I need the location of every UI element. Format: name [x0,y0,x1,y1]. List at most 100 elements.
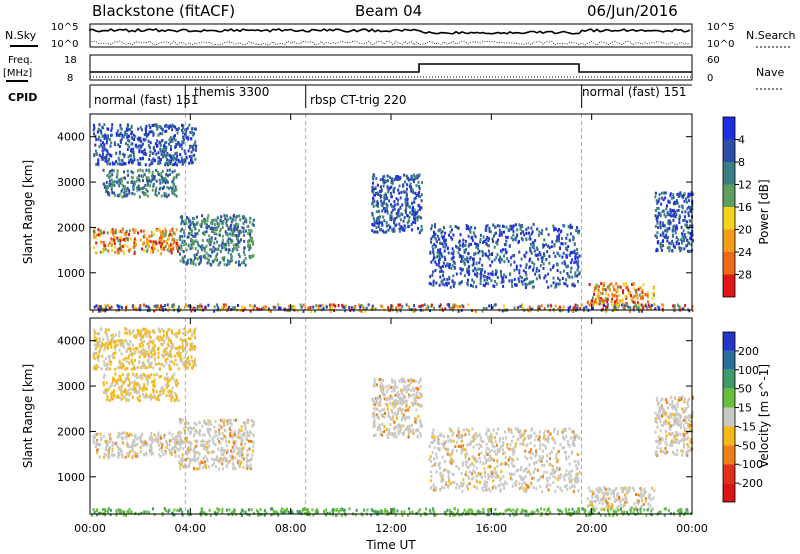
data-cell [119,362,122,366]
data-cell [136,396,139,400]
data-cell [189,461,192,465]
data-cell [177,442,180,446]
data-cell [166,334,168,338]
data-cell [153,384,156,388]
data-cell [147,133,149,137]
data-cell [388,199,391,203]
data-cell [575,260,578,264]
data-cell [104,244,107,248]
data-cell [668,241,671,245]
data-cell [262,306,265,310]
data-cell [610,303,613,307]
data-cell [112,441,114,445]
data-cell [408,383,411,387]
data-cell [116,445,119,449]
data-cell [403,415,406,419]
data-cell [498,224,501,228]
data-cell [121,342,124,346]
data-cell [144,130,147,133]
data-cell [150,443,152,447]
data-cell [238,214,241,218]
data-cell [407,379,410,383]
data-cell [118,192,121,196]
data-cell [152,151,155,155]
data-cell [148,130,151,134]
data-cell [383,196,386,200]
data-cell [134,390,136,394]
data-cell [109,398,112,401]
data-cell [525,251,528,255]
data-cell [190,154,193,158]
data-cell [393,427,396,431]
data-cell [138,394,141,398]
data-cell [197,305,200,309]
data-cell [123,185,126,189]
data-cell [145,453,148,457]
data-cell [126,135,129,139]
data-cell [655,209,657,212]
data-cell [165,439,168,443]
data-cell [107,127,110,131]
data-cell [151,124,154,127]
data-cell [160,171,163,175]
nave-label: Nave [756,66,784,79]
data-cell [113,191,115,195]
data-cell [216,258,219,262]
data-cell [420,225,423,228]
data-cell [224,230,227,234]
data-cell [252,254,255,258]
data-cell [97,351,100,354]
data-cell [542,262,545,266]
data-cell [111,191,114,195]
data-cell [178,144,181,148]
data-cell [193,348,196,351]
data-cell [684,218,686,222]
data-cell [194,232,197,236]
data-cell [97,354,100,358]
data-cell [608,283,611,287]
data-cell [455,244,457,248]
data-cell [177,249,179,253]
data-cell [558,227,560,231]
data-cell [156,304,159,308]
data-cell [238,428,240,432]
data-cell [452,233,455,237]
data-cell [683,235,686,239]
data-cell [146,332,149,336]
data-cell [400,377,403,381]
data-cell [557,239,560,243]
data-cell [417,227,419,230]
data-cell [111,397,114,401]
data-cell [159,238,161,242]
data-cell [412,309,415,313]
data-cell [401,305,404,309]
data-cell [109,340,111,344]
data-cell [576,268,579,272]
data-cell [520,257,523,261]
data-cell [103,452,106,456]
data-cell [386,196,388,200]
data-cell [372,397,375,401]
data-cell [471,235,474,239]
data-cell [466,256,469,260]
data-cell [505,275,507,279]
data-cell [398,214,401,218]
data-cell [382,206,385,210]
data-cell [154,189,157,192]
data-cell [218,428,221,432]
data-cell [681,206,684,210]
data-cell [196,257,199,261]
data-cell [407,431,410,435]
data-cell [145,334,148,338]
data-cell [221,437,224,441]
data-cell [480,274,483,278]
data-cell [415,193,418,197]
data-cell [554,255,557,258]
data-cell [150,354,153,358]
data-cell [95,339,98,343]
data-cell [101,157,104,161]
data-cell [219,449,222,453]
data-cell [377,225,380,229]
data-cell [126,181,129,184]
data-cell [375,177,378,180]
